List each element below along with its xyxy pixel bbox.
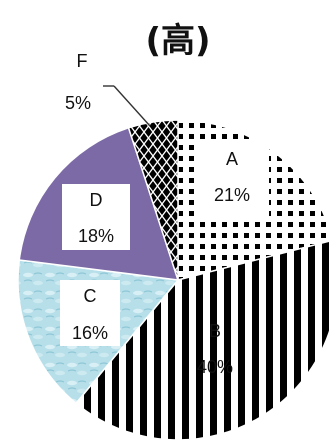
slice-label-f: F (77, 51, 88, 71)
chart-title: (高) (145, 21, 210, 61)
pie-labels: A 21% B 40% C 16% D 18% F 5% (60, 51, 269, 377)
slice-value-label-c: 16% (72, 323, 108, 343)
pie-slices (17, 119, 330, 441)
slice-value-label-a: 21% (214, 185, 250, 205)
slice-label-b: B (209, 321, 221, 341)
slice-label-a: A (226, 149, 238, 169)
label-background-c (60, 280, 120, 346)
leader-line-f-diagonal (113, 85, 151, 127)
slice-label-d: D (90, 190, 103, 210)
pie-slice-b (74, 240, 330, 441)
label-background-a (197, 142, 269, 218)
label-background-d (62, 184, 130, 250)
pie-slice-f (127, 119, 179, 281)
slice-value-label-f: 5% (65, 93, 91, 113)
slice-value-label-d: 18% (78, 226, 114, 246)
slice-label-c: C (84, 286, 97, 306)
slice-value-label-b: 40% (197, 357, 233, 377)
